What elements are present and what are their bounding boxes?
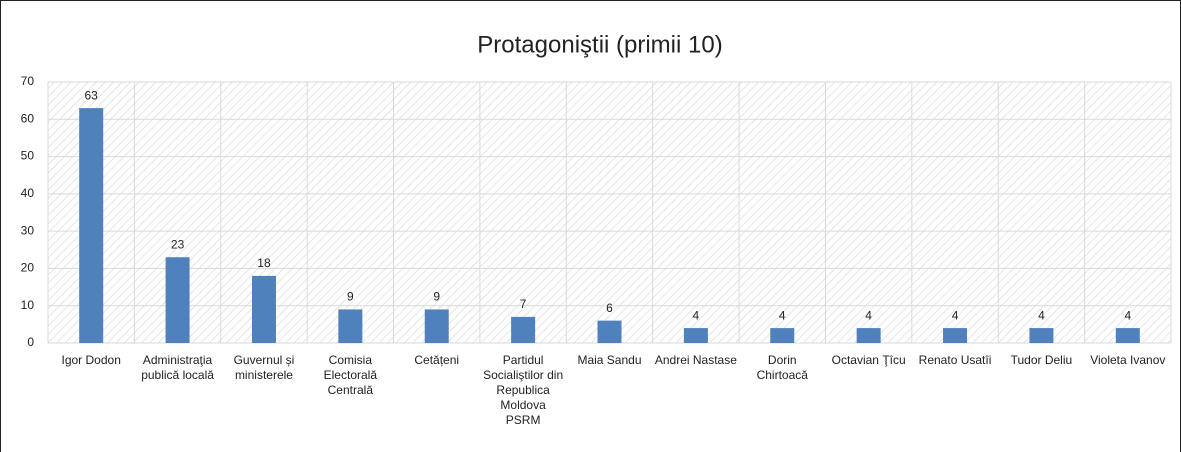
bar: [683, 328, 708, 343]
x-tick-label: Partidul Socialiştilor din Republica Mol…: [483, 353, 564, 427]
bar: [511, 316, 536, 343]
x-tick-label: Octavian Ţîcu: [831, 353, 906, 367]
y-tick-label: 40: [21, 186, 35, 200]
x-tick-label: Violeta Ivanov: [1090, 353, 1166, 367]
data-label: 4: [865, 308, 872, 322]
data-label: 9: [347, 290, 354, 304]
bar: [424, 309, 449, 343]
x-tick-label: Tudor Deliu: [1010, 353, 1073, 367]
y-tick-label: 60: [21, 111, 35, 125]
y-tick-label: 20: [21, 261, 35, 275]
bar: [1029, 328, 1054, 343]
x-tick-label: Maia Sandu: [577, 353, 642, 367]
bar: [597, 320, 622, 343]
data-label: 6: [606, 301, 613, 315]
x-tick-label: Comisia Electorală Centrală: [323, 353, 378, 397]
x-tick-label: Andrei Nastase: [654, 353, 737, 367]
data-label: 4: [952, 308, 959, 322]
plot-background: [48, 82, 1171, 343]
y-tick-label: 70: [21, 74, 35, 88]
data-label: 4: [693, 308, 700, 322]
bar: [165, 257, 190, 343]
data-label: 4: [1124, 308, 1131, 322]
bar: [943, 328, 968, 343]
x-tick-label: Cetățeni: [414, 353, 460, 367]
data-label: 4: [779, 308, 786, 322]
x-tick-label: Igor Dodon: [61, 353, 121, 367]
y-tick-label: 30: [21, 223, 35, 237]
data-label: 7: [520, 297, 527, 311]
x-tick-label: Dorin Chirtoacă: [756, 353, 808, 382]
y-tick-label: 10: [21, 298, 35, 312]
x-tick-label: Renato Usatîi: [918, 353, 992, 367]
y-tick-label: 50: [21, 149, 35, 163]
bar: [770, 328, 795, 343]
y-tick-label: 0: [27, 335, 34, 349]
data-label: 4: [1038, 308, 1045, 322]
bar: [856, 328, 881, 343]
x-tick-label: Guvernul și ministerele: [233, 353, 295, 382]
bar: [338, 309, 363, 343]
x-tick-label: Administraţia publică locală: [141, 353, 214, 382]
data-label: 23: [171, 237, 185, 251]
bar: [251, 275, 276, 343]
chart-title: Protagoniştii (primii 10): [477, 31, 722, 58]
data-label: 63: [85, 88, 99, 102]
bar: [1115, 328, 1140, 343]
bar: [79, 108, 104, 343]
data-label: 9: [433, 290, 440, 304]
data-label: 18: [257, 256, 271, 270]
